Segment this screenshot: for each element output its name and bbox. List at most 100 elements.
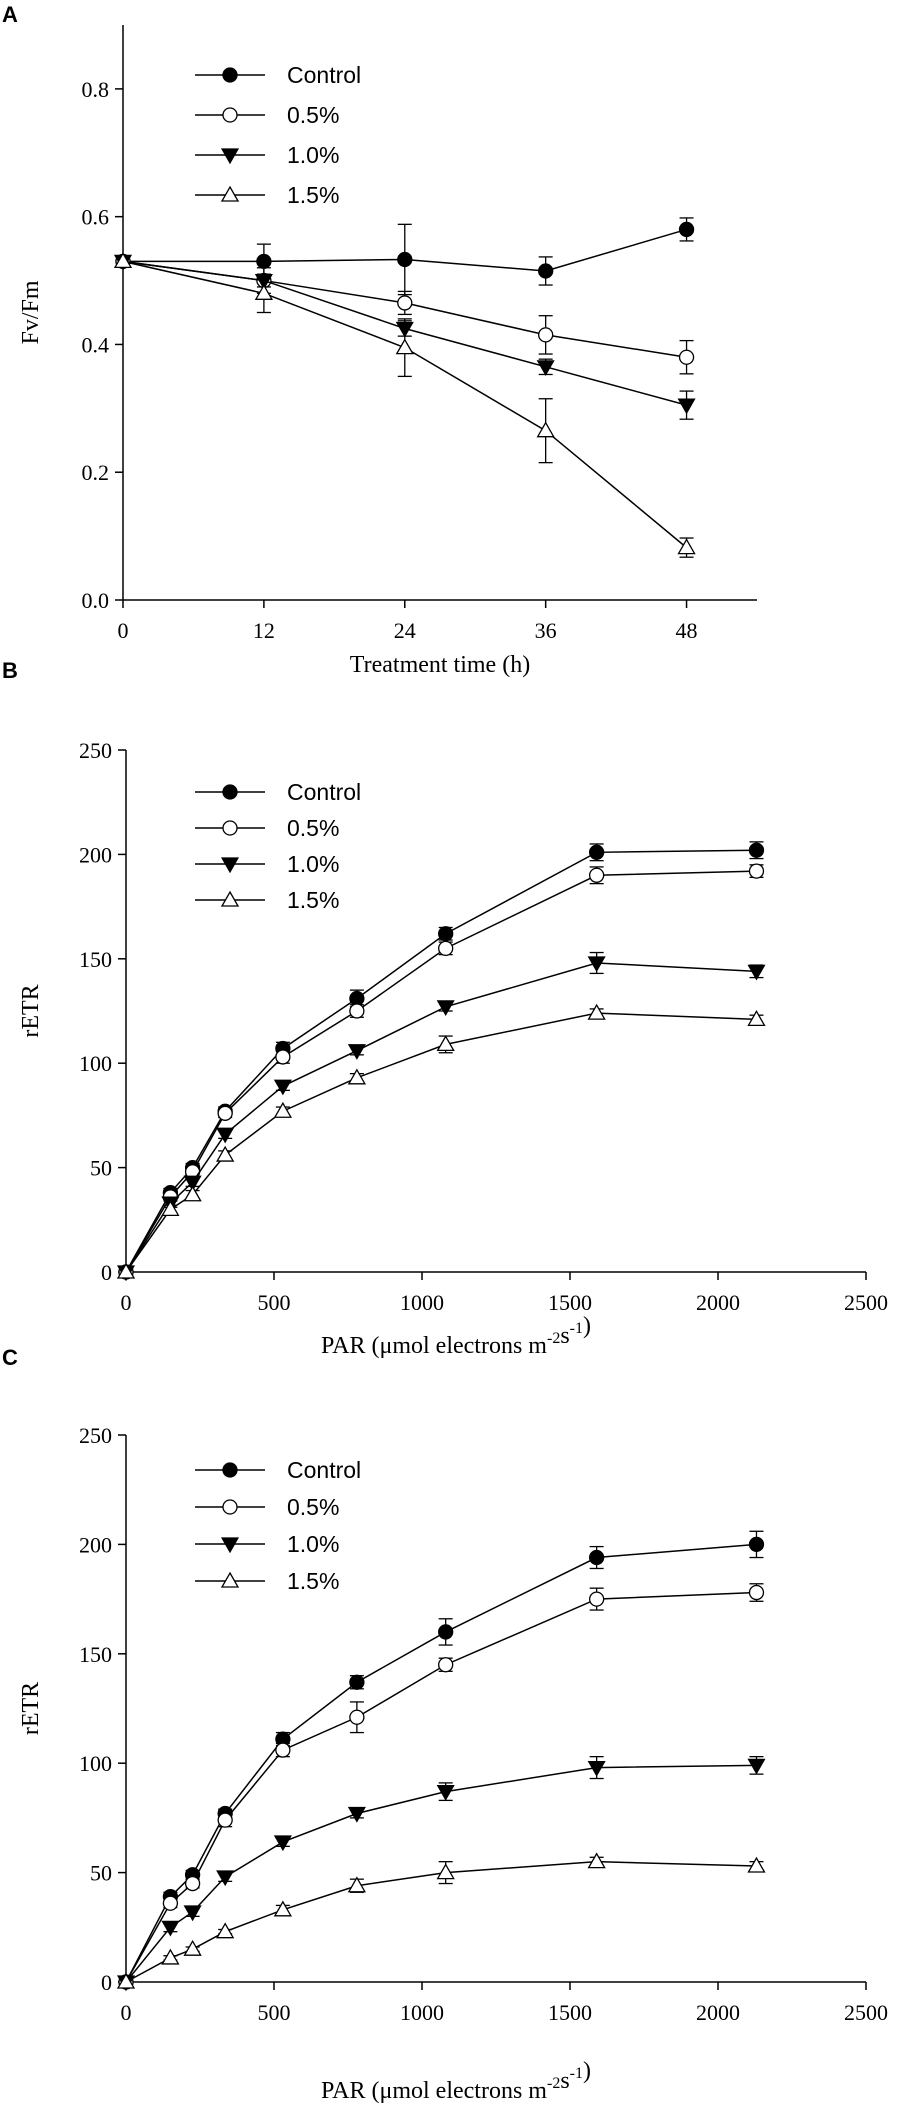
legend-marker [220,148,240,165]
legend-marker [220,890,240,907]
y-tick-label: 0.0 [82,588,110,613]
data-point [438,1657,454,1673]
x-axis-label-part: ) [583,1313,591,1339]
data-point [538,327,554,343]
legend-entry: 1.5% [195,887,339,913]
x-axis-label-part: s [560,1323,569,1349]
y-tick-label: 150 [79,947,112,972]
data-point [536,421,555,438]
x-tick-label: 48 [676,618,698,643]
legend-label: 0.5% [287,815,339,841]
x-axis-label-part: s [560,2068,569,2094]
data-point [216,1127,235,1144]
data-point [395,338,414,355]
data-point [438,926,454,942]
legend-label: Control [287,1457,361,1483]
x-axis-label: Treatment time (h) [350,652,530,678]
x-tick-label: 2500 [844,1290,888,1315]
data-point [678,349,695,365]
x-tick-label: 0 [121,1290,132,1315]
x-tick-label: 2000 [696,2000,740,2025]
data-point [587,1003,606,1020]
legend-marker [220,857,240,874]
x-tick-label: 36 [535,618,557,643]
y-tick-label: 250 [79,1423,112,1448]
y-tick-label: 50 [90,1156,112,1181]
y-axis-label: rETR [18,1682,44,1735]
series-1-0pct [116,1755,766,1992]
data-point [217,1105,233,1121]
series-control [118,841,765,1280]
legend-entry: Control [195,62,361,88]
data-point [161,1920,180,1937]
series-1-5pct [116,1852,766,1989]
legend-entry: 1.5% [195,182,339,208]
series-line [125,1543,757,1983]
data-point [588,867,605,883]
x-tick-label: 1500 [548,2000,592,2025]
legend-label: Control [287,62,361,88]
legend-entry: 1.5% [195,1568,339,1594]
data-point [116,1262,136,1279]
y-tick-label: 200 [79,842,112,867]
data-point [588,1549,605,1566]
data-point [347,1068,367,1085]
data-point [536,360,555,377]
data-point [273,1835,292,1852]
y-tick-label: 150 [79,1642,112,1667]
x-tick-label: 500 [258,2000,291,2025]
legend-label: 1.5% [287,1568,339,1594]
legend-entry: 1.0% [195,142,339,168]
data-point [538,263,554,279]
y-tick-label: 0 [101,1260,112,1285]
series-line [125,1860,757,1983]
data-point [747,1856,766,1873]
y-tick-label: 0 [101,1970,112,1995]
data-point [436,1000,455,1017]
data-point [216,1145,235,1162]
series-control [115,217,695,296]
y-tick-label: 100 [79,1751,112,1776]
data-point [436,1863,455,1880]
legend-marker [220,185,240,202]
x-axis-label-part: PAR (μmol electrons m [321,1333,547,1359]
data-point [747,964,766,981]
y-tick-label: 50 [90,1861,112,1886]
legend-label: 1.5% [287,887,339,913]
data-point [275,1049,291,1065]
data-point [183,1185,202,1202]
legend-label: 0.5% [287,102,339,128]
data-point [161,1200,180,1217]
data-point [113,252,133,269]
data-point [183,1939,202,1956]
data-point [587,956,606,973]
data-point [587,1852,606,1869]
x-tick-label: 1500 [548,1290,592,1315]
legend-label: 1.5% [287,182,339,208]
legend-label: 1.0% [287,851,339,877]
legend-marker [222,1462,238,1478]
legend-entry: Control [195,779,361,805]
legend-entry: 1.0% [195,851,339,877]
y-tick-label: 0.6 [82,205,110,230]
legend-marker [222,820,238,836]
series-1-0pct [116,951,766,1282]
x-axis-label: PAR (μmol electrons m-2s-1) [321,2058,591,2104]
data-point [436,1785,455,1801]
legend-marker [222,1499,238,1515]
legend-marker [222,107,238,123]
y-tick-label: 0.2 [82,460,110,485]
y-tick-label: 100 [79,1051,112,1076]
x-tick-label: 2500 [844,2000,888,2025]
y-tick-label: 250 [79,738,112,763]
data-point [588,844,605,860]
data-point [678,221,695,238]
series-line [125,1012,757,1273]
panel-letter: C [2,1345,18,1370]
x-axis-label-superscript: -1 [570,2065,583,2082]
data-point [748,842,765,858]
panel-a: A 0.0 0.2 0.4 0.6 0.8 0 12 24 36 48 Fv/Fm Treatment … [2,2,757,678]
data-point [347,1044,366,1060]
